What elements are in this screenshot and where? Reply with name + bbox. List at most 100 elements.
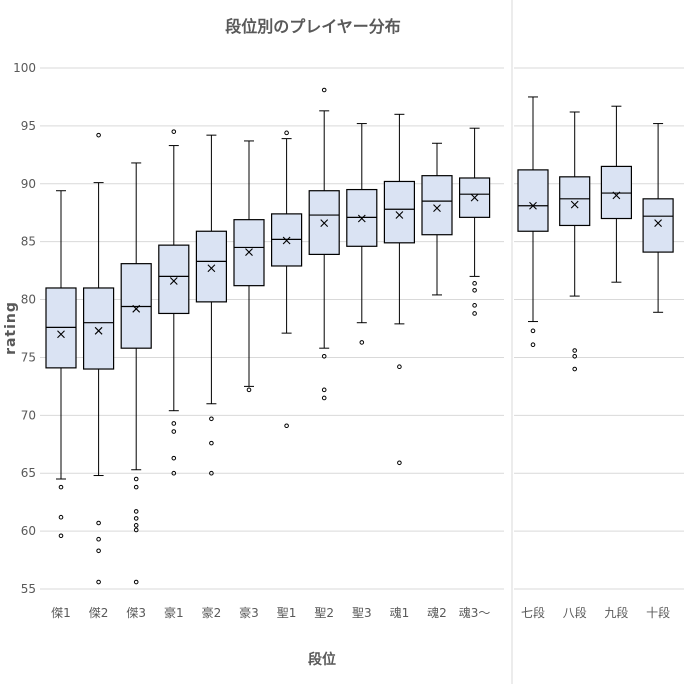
box-group: [421, 142, 453, 296]
outlier-point: [321, 395, 327, 401]
outlier-point: [133, 484, 139, 490]
outlier-point: [96, 548, 101, 554]
outlier-point: [472, 303, 477, 308]
x-tick-label: 聖1: [277, 606, 297, 620]
y-tick-label: 70: [21, 408, 36, 422]
x-tick-label: 魂1: [390, 605, 410, 620]
outlier-point: [472, 311, 477, 316]
x-tick-label: 聖3: [352, 606, 372, 620]
x-tick-label: 九段: [604, 605, 628, 620]
outlier-point: [58, 484, 64, 490]
x-tick-label: 傑3: [126, 606, 146, 620]
outlier-point: [133, 579, 139, 585]
chart-title: 段位別のプレイヤー分布: [225, 17, 401, 36]
outlier-point: [171, 421, 177, 426]
outlier-point: [96, 579, 101, 585]
mean-marker: [207, 264, 216, 273]
x-tick-label: 傑1: [51, 606, 71, 620]
y-tick-label: 95: [21, 119, 36, 133]
x-tick-label: 傑2: [89, 606, 109, 620]
x-tick-label: 豪3: [239, 605, 259, 620]
x-tick-label: 十段: [646, 605, 670, 620]
outlier-point: [171, 470, 177, 476]
outlier-point: [171, 129, 177, 134]
x-tick-label: 聖2: [314, 606, 334, 620]
box-group: [195, 134, 227, 476]
x-tick-label: 魂2: [427, 605, 447, 620]
outlier-point: [209, 440, 214, 446]
outlier-point: [472, 281, 477, 286]
outlier-point: [133, 527, 139, 533]
y-tick-label: 80: [21, 293, 36, 307]
y-tick-label: 65: [21, 466, 36, 480]
mean-marker: [570, 200, 579, 209]
x-axis-ticks: 傑1 傑2 傑3 豪1 豪2 豪3 聖1 聖2 聖3 魂1 魂2 魂3～ 七段 八段 九段 十段: [51, 605, 670, 620]
iqr-box: [195, 230, 227, 303]
y-tick-label: 55: [21, 582, 36, 596]
mean-marker: [433, 204, 441, 212]
mean-marker: [245, 248, 253, 256]
outlier-point: [133, 523, 139, 528]
outlier-point: [209, 470, 214, 476]
iqr-box: [559, 176, 591, 227]
mean-marker: [357, 214, 366, 223]
outlier-point: [133, 476, 139, 482]
mean-marker: [529, 201, 537, 210]
box-group: [383, 113, 415, 466]
outlier-point: [472, 287, 477, 293]
x-tick-label: 豪2: [202, 605, 222, 620]
box-group: [82, 132, 115, 585]
outlier-point: [572, 353, 578, 359]
box-group: [233, 140, 265, 393]
outlier-point: [321, 387, 327, 393]
iqr-box: [82, 287, 115, 370]
mean-marker: [282, 236, 291, 245]
boxes: [45, 87, 674, 585]
x-tick-label: 七段: [521, 605, 545, 620]
y-tick-label: 85: [21, 235, 36, 249]
outlier-point: [284, 423, 289, 429]
box-group: [158, 129, 190, 476]
mean-marker: [320, 219, 329, 228]
box-group: [346, 123, 378, 345]
x-tick-label: 八段: [563, 605, 587, 620]
outlier-point: [530, 342, 536, 348]
box-group: [517, 96, 549, 348]
y-tick-label: 90: [21, 177, 36, 191]
mean-marker: [169, 277, 178, 285]
box-group: [642, 123, 674, 313]
outlier-point: [58, 533, 64, 539]
mean-marker: [470, 193, 479, 202]
mean-marker: [132, 304, 141, 313]
outlier-point: [284, 130, 289, 136]
outlier-point: [359, 340, 365, 345]
outlier-point: [321, 353, 327, 359]
mean-marker: [612, 191, 621, 200]
mean-marker: [57, 330, 65, 339]
mean-marker: [654, 219, 662, 228]
y-tick-label: 100: [13, 61, 36, 75]
outlier-point: [246, 387, 252, 393]
outlier-point: [397, 364, 402, 370]
iqr-box: [421, 175, 453, 236]
iqr-box: [158, 244, 190, 315]
box-group: [559, 111, 591, 372]
y-tick-label: 75: [21, 350, 36, 364]
outlier-point: [96, 132, 101, 138]
outlier-point: [572, 348, 578, 353]
outlier-point: [572, 366, 578, 372]
outlier-point: [171, 455, 177, 461]
outlier-point: [209, 416, 214, 422]
mean-marker: [94, 326, 103, 335]
outlier-point: [171, 429, 177, 434]
outlier-point: [530, 328, 536, 334]
box-group: [45, 190, 77, 539]
iqr-box: [517, 169, 549, 232]
mean-marker: [395, 211, 404, 219]
x-tick-label: 豪1: [164, 605, 184, 620]
outlier-point: [397, 460, 402, 466]
y-axis-title: rating: [3, 301, 19, 355]
x-axis-title: 段位: [308, 651, 336, 668]
outlier-point: [58, 514, 64, 520]
